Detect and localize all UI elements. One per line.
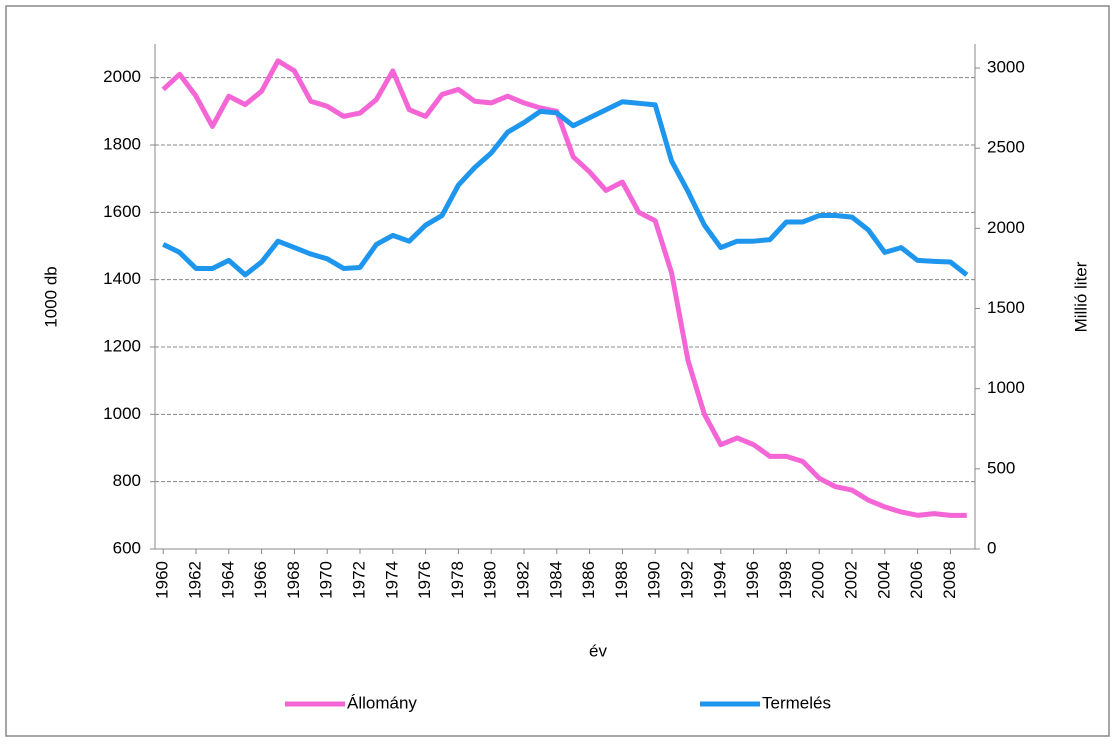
y2-tick-label: 1500 [987, 298, 1025, 317]
y-tick-label: 800 [113, 471, 141, 490]
x-tick-label: 1980 [481, 561, 500, 599]
x-tick-label: 1968 [284, 561, 303, 599]
x-tick-label: 2004 [874, 561, 893, 599]
y-axis-title: 1000 db [41, 266, 60, 327]
x-tick-label: 2000 [809, 561, 828, 599]
x-tick-label: 1964 [218, 561, 237, 599]
y-tick-label: 1400 [103, 269, 141, 288]
y2-tick-label: 3000 [987, 58, 1025, 77]
x-tick-label: 1972 [349, 561, 368, 599]
chart-frame [5, 5, 1110, 737]
y-tick-label: 1200 [103, 336, 141, 355]
series-line [161, 58, 967, 518]
x-tick-label: 1960 [153, 561, 172, 599]
series-line [162, 99, 969, 278]
y2-tick-label: 0 [987, 538, 996, 557]
x-tick-label: 1966 [251, 561, 270, 599]
x-tick-label: 1970 [317, 561, 336, 599]
y-tick-label: 2000 [103, 67, 141, 86]
x-tick-label: 1982 [513, 561, 532, 599]
x-tick-label: 1976 [415, 561, 434, 599]
legend-label: Állomány [347, 693, 417, 712]
x-tick-label: 1992 [677, 561, 696, 599]
x-tick-label: 1962 [185, 561, 204, 599]
x-tick-label: 1988 [612, 561, 631, 599]
x-tick-label: 2006 [907, 561, 926, 599]
y2-tick-label: 500 [987, 458, 1015, 477]
y-tick-label: 600 [113, 538, 141, 557]
x-tick-label: 1998 [776, 561, 795, 599]
y2-axis-title: Millió liter [1071, 261, 1090, 332]
y2-tick-label: 1000 [987, 378, 1025, 397]
y2-tick-label: 2000 [987, 218, 1025, 237]
legend-label: Termelés [762, 693, 831, 712]
x-tick-label: 1996 [743, 561, 762, 599]
x-axis-title: év [589, 641, 607, 660]
x-tick-label: 1978 [448, 561, 467, 599]
x-tick-label: 1994 [710, 561, 729, 599]
y-tick-label: 1600 [103, 202, 141, 221]
x-tick-label: 1974 [382, 561, 401, 599]
y-tick-label: 1800 [103, 134, 141, 153]
y-tick-label: 1000 [103, 404, 141, 423]
x-tick-label: 1986 [579, 561, 598, 599]
x-tick-label: 2002 [841, 561, 860, 599]
y2-tick-label: 2500 [987, 138, 1025, 157]
x-tick-label: 2008 [940, 561, 959, 599]
x-tick-label: 1990 [645, 561, 664, 599]
x-tick-label: 1984 [546, 561, 565, 599]
